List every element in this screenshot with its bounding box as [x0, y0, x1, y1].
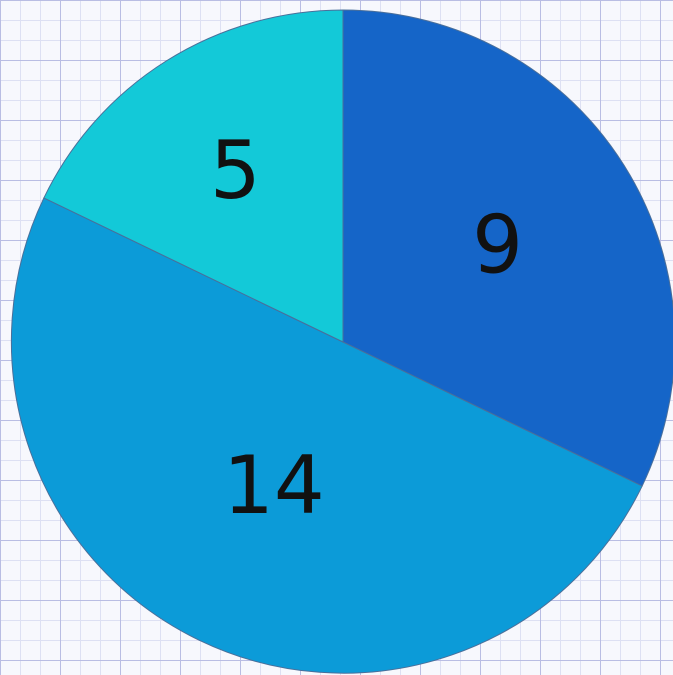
pie-slice-14 — [10, 197, 643, 674]
pie-slice-label: 9 — [472, 198, 523, 291]
pie-slices — [10, 9, 673, 674]
pie-slice-9 — [342, 9, 673, 487]
pie-slice-5 — [43, 9, 344, 343]
pie-slice-label: 5 — [210, 124, 261, 217]
pie-slice-label: 14 — [223, 439, 325, 532]
pie-labels: 9 14 5 — [210, 124, 523, 532]
